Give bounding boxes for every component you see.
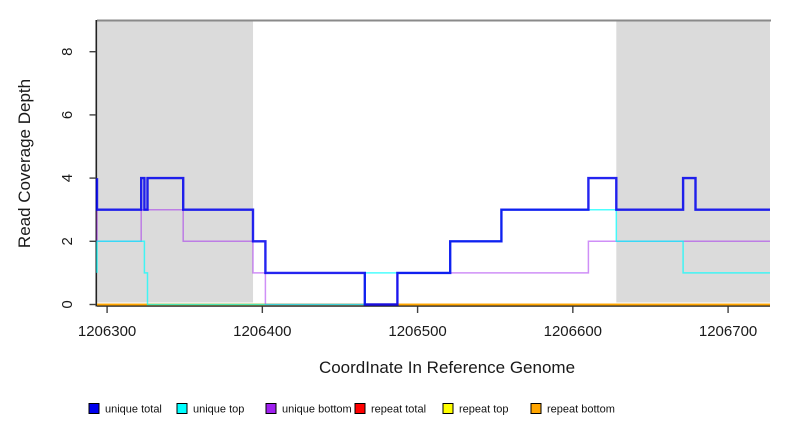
legend-label: repeat bottom: [547, 404, 615, 416]
y-tick-label: 0: [59, 300, 76, 308]
legend-label: unique top: [193, 404, 244, 416]
shaded-regions: [97, 21, 770, 303]
legend-label: repeat top: [459, 404, 509, 416]
legend-item-unique-top: unique top: [176, 403, 244, 416]
legend-swatch-repeat-top: [442, 403, 454, 414]
x-tick-label: 1206500: [388, 323, 446, 340]
legend-swatch-unique-top: [176, 403, 188, 414]
x-tick-label: 1206400: [233, 323, 291, 340]
y-tick-label: 4: [59, 174, 76, 182]
shaded-region-0: [97, 21, 254, 303]
coverage-series-lines: [95, 176, 770, 306]
x-tick-label: 1206300: [78, 323, 136, 340]
y-tick-label: 8: [59, 48, 76, 56]
y-tick-label: 6: [59, 111, 76, 119]
legend-swatch-repeat-total: [354, 403, 366, 414]
x-tick-label: 1206600: [544, 323, 602, 340]
legend-item-unique-bottom: unique bottom: [265, 403, 352, 416]
legend-item-repeat-top: repeat top: [442, 403, 509, 416]
series-line-unique-total: [95, 176, 770, 306]
series-line-unique-bottom: [96, 208, 770, 306]
y-tick-label: 2: [59, 237, 76, 245]
legend-swatch-unique-bottom: [265, 403, 277, 414]
legend-label: repeat total: [371, 404, 426, 416]
axis-ticks-and-labels: 1206300 1206400 1206500 1206600 1206700 0 2 4 6 8: [59, 48, 757, 340]
y-axis-title: Read Coverage Depth: [15, 79, 34, 248]
legend-swatch-unique-total: [88, 403, 100, 414]
legend-label: unique total: [105, 404, 162, 416]
shaded-region-1: [616, 21, 770, 303]
legend-item-repeat-total: repeat total: [354, 403, 426, 416]
x-tick-label: 1206700: [699, 323, 757, 340]
legend-swatch-repeat-bottom: [530, 403, 542, 414]
legend-label: unique bottom: [282, 404, 352, 416]
legend-item-unique-total: unique total: [88, 403, 162, 416]
legend-item-repeat-bottom: repeat bottom: [530, 403, 615, 416]
legend: unique total unique top unique bottom repea…: [88, 403, 615, 416]
x-axis-title: CoordInate In Reference Genome: [319, 358, 575, 377]
